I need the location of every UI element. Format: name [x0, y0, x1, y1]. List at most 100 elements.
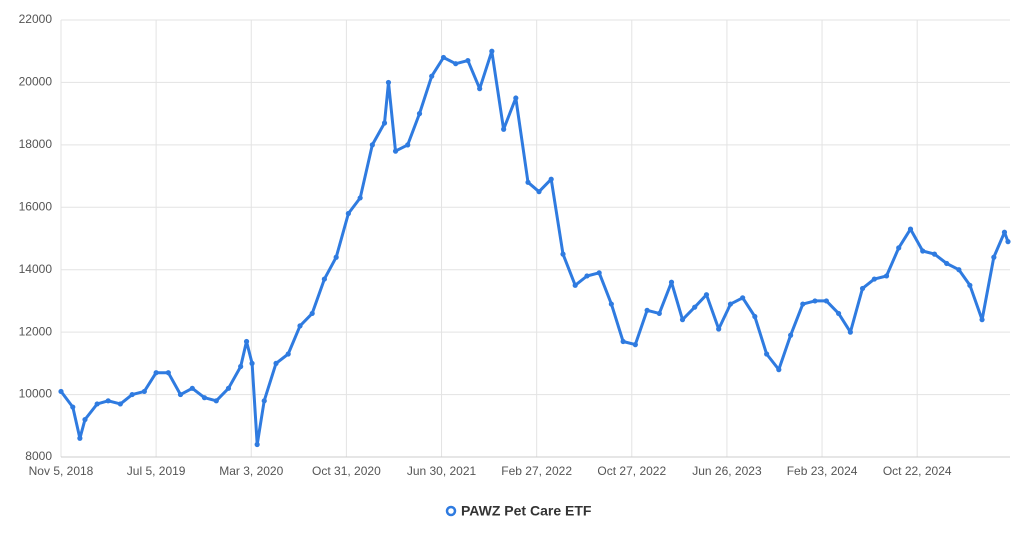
- point: [105, 398, 111, 404]
- point: [285, 351, 291, 357]
- point: [560, 251, 566, 257]
- point: [525, 179, 531, 185]
- point: [548, 176, 554, 182]
- point: [58, 388, 64, 395]
- point: [620, 338, 626, 345]
- point: [812, 298, 818, 304]
- point: [823, 298, 829, 304]
- point: [727, 301, 734, 307]
- point: [416, 111, 423, 117]
- point: [788, 332, 794, 338]
- point: [477, 86, 483, 92]
- point: [776, 367, 782, 373]
- point: [333, 254, 339, 260]
- point: [944, 260, 950, 267]
- point: [1001, 229, 1008, 235]
- x-tick-label: Jun 26, 2023: [692, 464, 762, 478]
- point: [261, 398, 267, 404]
- y-tick-label: 8000: [25, 449, 52, 463]
- x-tick-label: Oct 22, 2024: [883, 464, 952, 478]
- point: [907, 226, 914, 232]
- point: [153, 370, 159, 376]
- legend-label: PAWZ Pet Care ETF: [461, 503, 592, 519]
- point: [991, 254, 997, 260]
- point: [392, 148, 399, 154]
- point: [381, 120, 388, 126]
- point: [297, 323, 303, 329]
- legend: PAWZ Pet Care ETF: [445, 503, 592, 519]
- point: [254, 441, 260, 448]
- y-tick-label: 12000: [19, 324, 53, 338]
- x-tick-label: Mar 3, 2020: [219, 464, 283, 478]
- point: [513, 95, 519, 101]
- point: [321, 276, 327, 282]
- point: [608, 301, 614, 307]
- point: [752, 313, 758, 320]
- point: [70, 404, 76, 410]
- point: [501, 126, 507, 132]
- point: [692, 304, 698, 310]
- point: [429, 73, 435, 79]
- point: [243, 338, 250, 345]
- line: [59, 49, 1010, 446]
- point: [703, 292, 710, 298]
- point: [967, 282, 973, 288]
- x-tick-label: Nov 5, 2018: [29, 464, 94, 478]
- point: [883, 273, 890, 279]
- point: [679, 317, 686, 323]
- point: [716, 326, 722, 332]
- point: [94, 401, 100, 407]
- point: [201, 395, 208, 401]
- x-tick-label: Oct 27, 2022: [597, 464, 666, 478]
- point: [165, 370, 171, 376]
- point: [644, 307, 650, 313]
- y-tick-label: 10000: [19, 387, 53, 401]
- point: [369, 142, 375, 148]
- point: [584, 273, 590, 279]
- point: [489, 48, 495, 54]
- point: [405, 142, 411, 148]
- point: [273, 360, 279, 366]
- point: [465, 57, 471, 64]
- point: [453, 61, 459, 67]
- point: [859, 285, 866, 292]
- point: [385, 79, 392, 86]
- point: [141, 388, 147, 395]
- y-tick-label: 16000: [19, 199, 53, 213]
- point: [956, 267, 962, 273]
- y-tick-label: 18000: [19, 137, 53, 151]
- legend-marker: [445, 505, 457, 517]
- x-tick-label: Jun 30, 2021: [407, 464, 477, 478]
- point: [596, 270, 602, 276]
- point: [177, 391, 184, 398]
- y-tick-label: 22000: [19, 12, 53, 26]
- x-tick-label: Jul 5, 2019: [127, 464, 186, 478]
- point: [225, 385, 232, 391]
- x-tick-label: Feb 27, 2022: [501, 464, 572, 478]
- point: [740, 295, 746, 301]
- point: [668, 279, 675, 285]
- point: [309, 310, 315, 317]
- point: [979, 317, 985, 323]
- x-tick-label: Feb 23, 2024: [787, 464, 858, 478]
- point: [357, 195, 363, 201]
- y-tick-label: 20000: [19, 75, 53, 89]
- point: [117, 401, 123, 407]
- point: [249, 360, 255, 366]
- point: [1005, 239, 1011, 245]
- point: [871, 276, 877, 282]
- point: [656, 310, 662, 317]
- point: [440, 54, 447, 61]
- point: [835, 310, 842, 317]
- point: [345, 210, 351, 217]
- point: [238, 363, 244, 370]
- point: [189, 385, 195, 391]
- point: [213, 398, 219, 404]
- y-tick-label: 14000: [19, 262, 53, 276]
- point: [931, 251, 938, 257]
- point: [764, 351, 770, 357]
- point: [920, 248, 926, 254]
- x-tick-label: Oct 31, 2020: [312, 464, 381, 478]
- point: [572, 282, 578, 288]
